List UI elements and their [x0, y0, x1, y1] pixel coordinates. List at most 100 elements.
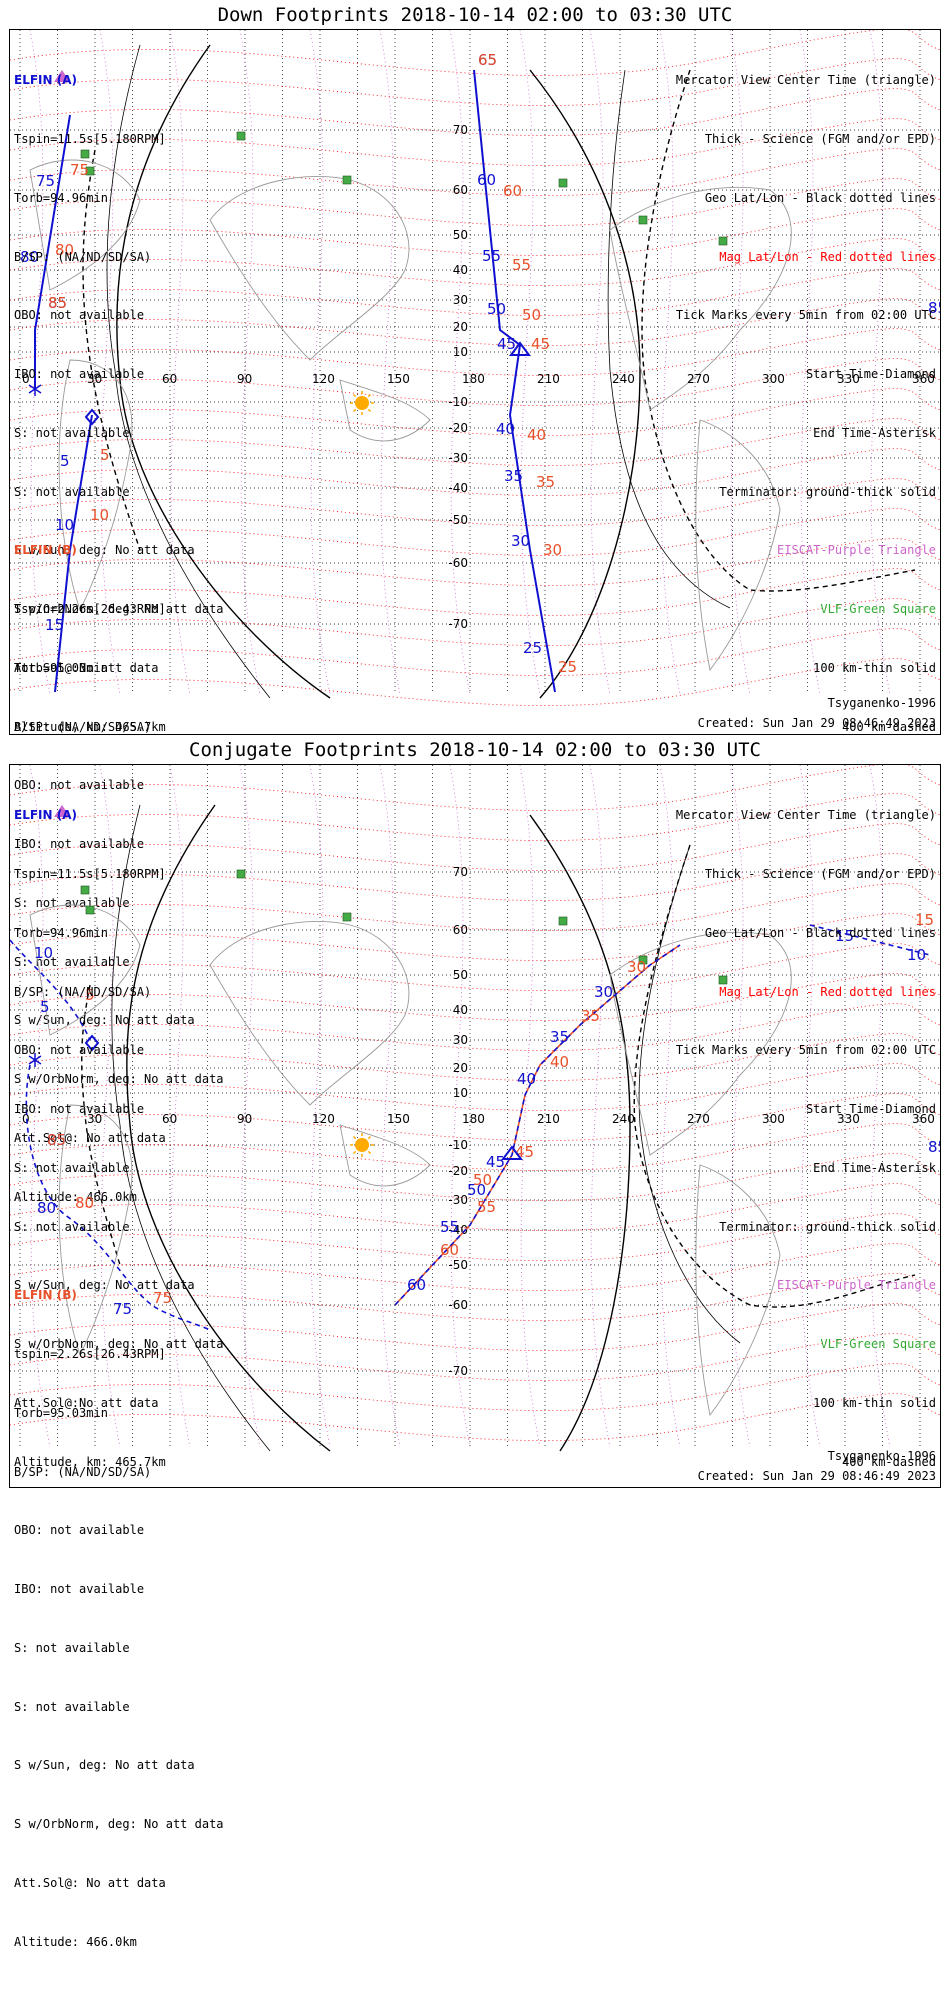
lat-tick-label: 50: [453, 968, 468, 982]
coastline: [29, 904, 141, 1036]
legend-item: 400 km-dashed: [842, 1454, 936, 1469]
conjugate-footprints-map: 0 30 60 90 120 150 180 210 240 270 300 330 360 70 60 50…: [9, 764, 941, 1949]
elfin-b-tick-label: 85: [48, 294, 67, 312]
mag-lon-line: [729, 30, 751, 695]
elfin-a-tick-label: 15: [835, 927, 854, 945]
vlf-station-square: [236, 869, 246, 879]
lat-tick-label: 40: [453, 1003, 468, 1017]
lon-tick-label: 270: [687, 1112, 710, 1126]
elfin-a-track: [54, 414, 93, 693]
elfin-a-track: [809, 924, 931, 956]
legend-item: Tick Marks every 5min from 02:00 UTC: [675, 1043, 936, 1058]
lat-tick-label: 10: [453, 1086, 468, 1100]
lat-tick-label: -70: [448, 1364, 468, 1378]
lat-tick-label: 30: [453, 1033, 468, 1047]
elfin-a-label: ELFIN (A): [14, 808, 77, 823]
elfin-a-s1: S: not available: [14, 425, 130, 440]
sun-ray: [352, 1135, 357, 1140]
elfin-b-tick-label: 30: [627, 958, 646, 976]
elfin-a-obo: OBO: not available: [14, 308, 145, 323]
elfin-b-track: [394, 944, 681, 1306]
elfin-b-label: ELFIN (B): [14, 1288, 77, 1303]
model-label: Tsyganenko-1996: [827, 1449, 936, 1463]
top-title: Down Footprints 2018-10-14 02:00 to 03:3…: [217, 4, 733, 26]
coastline: [695, 1164, 781, 1417]
elfin-a-tick-label: 60: [477, 171, 496, 189]
coastline: [339, 1124, 431, 1187]
elfin-b-tick-label: 45: [531, 335, 550, 353]
elfin-a-tick-label: 40: [517, 1070, 536, 1088]
mag-lon-line: [239, 30, 261, 695]
lon-tick-label: 360: [912, 372, 935, 386]
elfin-a-tick-label: 50: [487, 300, 506, 318]
lat-tick-label: 70: [453, 123, 468, 137]
lon-tick-label: 150: [387, 1112, 410, 1126]
elfin-a-ibo: IBO: not available: [14, 1102, 145, 1117]
center-time-triangle: [509, 341, 531, 356]
lat-tick-label: -60: [448, 556, 468, 570]
coastline: [209, 920, 410, 1106]
end-time-asterisk: [28, 1055, 42, 1065]
mag-lon-line: [449, 30, 471, 695]
elfin-a-track: [25, 1064, 211, 1331]
elfin-b-ibo: IBO: not available: [14, 1582, 145, 1597]
elfin-a-tick-label: 85: [48, 294, 67, 312]
elfin-b-tick-label: 80: [55, 241, 74, 259]
vlf-station-square: [718, 236, 728, 246]
elfin-a-tick-label: 40: [496, 420, 515, 438]
lat-tick-label: -60: [448, 1298, 468, 1312]
elfin-b-s1: S: not available: [14, 1640, 130, 1655]
elfin-a-orbnorm: S w/OrbNorm, deg: No att data: [14, 602, 224, 617]
elfin-b-s1: S: not available: [14, 895, 130, 910]
elfin-a-s2: S: not available: [14, 1219, 130, 1234]
elfin-a-tick-label: 80: [20, 248, 39, 266]
legend-item: Terminator: ground-thick solid: [719, 1219, 936, 1234]
elfin-b-ibo: IBO: not available: [14, 837, 145, 852]
lat-tick-label: -20: [448, 421, 468, 435]
legend-item: Mercator View Center Time (triangle): [675, 73, 936, 88]
elfin-b-sun: S w/Sun, deg: No att data: [14, 1013, 195, 1028]
elfin-b-tick-label: 85: [47, 1131, 66, 1149]
elfin-a-attsol: Att.Sol@:No att data: [14, 661, 159, 675]
terminator-100km-line: [106, 44, 271, 699]
elfin-a-track: [34, 114, 71, 390]
elfin-a-tick-label: 55: [440, 1218, 459, 1236]
sun-ray: [352, 393, 357, 398]
elfin-a-tick-label: 80: [37, 1199, 56, 1217]
elfin-a-tick-label: 50: [467, 1181, 486, 1199]
mag-lon-line: [869, 30, 891, 695]
terminator-400km-line: [81, 984, 121, 1266]
legend-item: Start Time-Diamond: [805, 1102, 936, 1117]
elfin-a-attsol: Att.Sol@:No att data: [14, 1396, 159, 1410]
lat-tick-label: -30: [448, 451, 468, 465]
elfin-a-tick-label: 60: [407, 1276, 426, 1294]
sun-ray: [367, 1150, 372, 1155]
center-time-triangle: [501, 1145, 523, 1160]
elfin-a-tick-label: 15: [45, 616, 64, 634]
lon-tick-label: 240: [612, 1112, 635, 1126]
vlf-station-square: [342, 175, 352, 185]
legend-item: EISCAT-Purple Triangle: [777, 543, 936, 558]
elfin-a-tick-label: 85: [47, 1131, 66, 1149]
end-time-asterisk: [28, 384, 42, 394]
vlf-station-square: [80, 149, 90, 159]
elfin-b-label: ELFIN (B): [14, 543, 77, 558]
elfin-a-tick-label: 10: [907, 946, 926, 964]
vlf-station-square: [85, 166, 95, 176]
legend-item: Tick Marks every 5min from 02:00 UTC: [675, 308, 936, 323]
mag-lon-line: [589, 765, 611, 1448]
legend: Mercator View Center Time (triangle) Thi…: [676, 32, 936, 777]
elfin-a-tick-label: 5: [40, 998, 50, 1016]
elfin-a-torb: Torb=94.96min: [14, 190, 108, 205]
lat-tick-label: -10: [448, 1138, 468, 1152]
legend-item: Mercator View Center Time (triangle): [675, 808, 936, 823]
elfin-b-tick-label: 15: [915, 911, 934, 929]
elfin-a-tick-label: 10: [55, 516, 74, 534]
elfin-b-tick-label: 75: [153, 1289, 172, 1307]
start-time-diamond: [84, 408, 100, 426]
elfin-b-tspin: tspin=2.26s[26.43RPM]: [14, 1346, 166, 1361]
elfin-b-torb: Torb=95.03min: [14, 660, 108, 675]
elfin-a-sun: S w/Sun, deg: No att data: [14, 543, 195, 558]
vlf-station-square: [85, 905, 95, 915]
lon-tick-label: 30: [87, 1112, 102, 1126]
